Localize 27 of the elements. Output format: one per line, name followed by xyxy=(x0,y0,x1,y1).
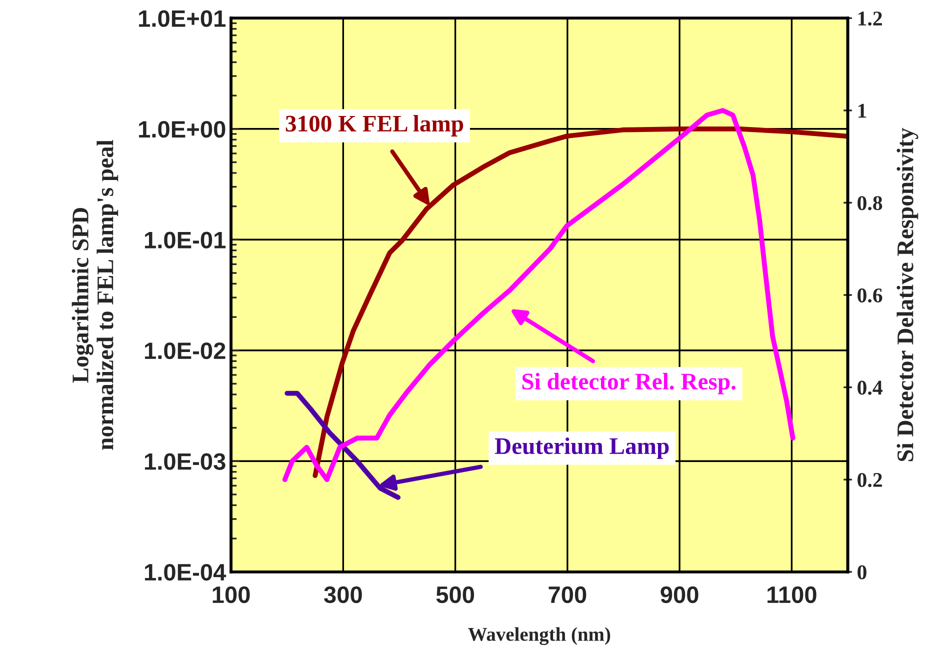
line-series xyxy=(284,390,401,500)
y2-tick-label: 1 xyxy=(858,104,866,118)
y2-tick-label: 0.2 xyxy=(858,472,882,488)
annotation: Deuterium Lamp xyxy=(494,437,669,459)
x-axis-title: Wavelength (nm) xyxy=(468,627,610,645)
y2-tick-label: 0 xyxy=(858,565,866,580)
y2-tick-label: 0.6 xyxy=(858,288,882,303)
y-tick-label: 1.0E+01 xyxy=(139,10,226,27)
y2-tick-label: 0.8 xyxy=(858,196,882,210)
y2-tick-label: 0.4 xyxy=(858,380,882,395)
y-tick-label: 1.0E-01 xyxy=(144,232,226,248)
x-tick-label: 700 xyxy=(548,586,586,604)
annotation: 3100 K FEL lamp xyxy=(286,115,464,136)
x-tick-label: 1100 xyxy=(768,586,816,604)
y-axis-title: Logarithmic SPD normalized to FEL lamp's peal xyxy=(72,140,118,450)
y-tick-label: 1.0E+00 xyxy=(139,120,226,138)
y-tick-label: 1.0E-02 xyxy=(144,342,226,360)
y-tick-label: 1.0E-04 xyxy=(144,564,226,581)
x-tick-label: 900 xyxy=(660,586,698,604)
x-tick-label: 500 xyxy=(436,586,474,604)
y2-axis-title: Si Detector Delative Responsivity xyxy=(896,128,918,462)
annotation: Si detector Rel. Resp. xyxy=(522,372,736,394)
x-tick-label: 100 xyxy=(212,586,250,604)
y2-tick-label: 1.2 xyxy=(858,12,882,26)
line-series xyxy=(282,108,796,482)
x-tick-label: 300 xyxy=(324,586,362,604)
y-tick-label: 1.0E-03 xyxy=(144,453,226,470)
